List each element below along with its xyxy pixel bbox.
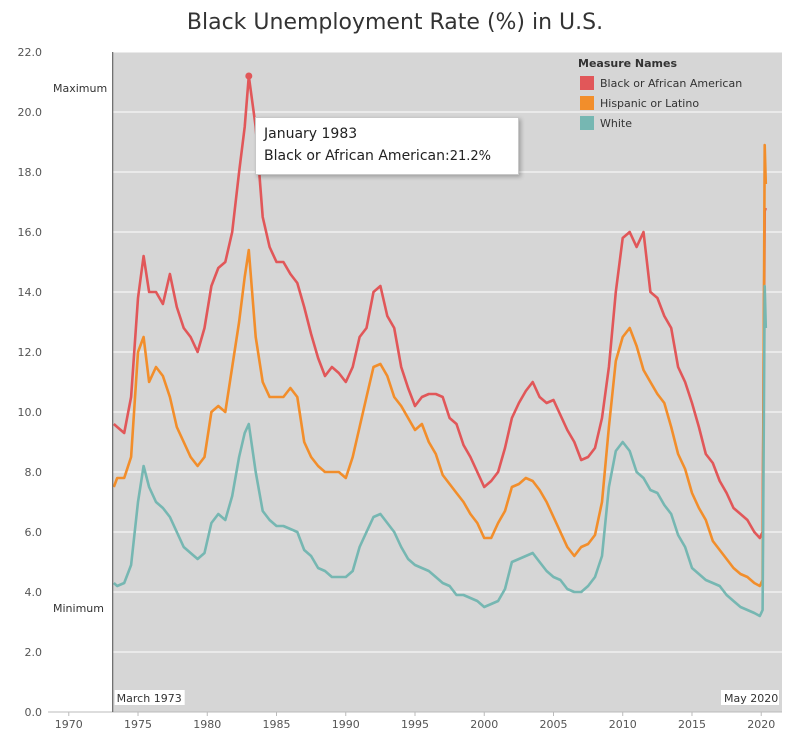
start-date-label: March 1973 — [117, 692, 182, 705]
x-tick-label: 2015 — [678, 718, 706, 731]
maximum-label: Maximum — [53, 82, 107, 95]
x-axis: 1970 1975 1980 1985 1990 1995 2000 2005 2010 2015… — [48, 711, 782, 731]
series-line-0[interactable] — [112, 74, 768, 540]
end-date-label: May 2020 — [724, 692, 778, 705]
legend-swatch-0[interactable] — [580, 76, 594, 90]
y-tick-label: 20.0 — [18, 106, 43, 119]
x-tick-label: 1980 — [193, 718, 221, 731]
y-tick-label: 16.0 — [18, 226, 43, 239]
legend-label-1[interactable]: Hispanic or Latino — [600, 97, 699, 110]
x-tick-label: 2000 — [470, 718, 498, 731]
tooltip-series-value: Black or African American:21.2% — [264, 148, 492, 164]
tooltip: January 1983 Black or African American:2… — [255, 117, 519, 175]
x-tick-label: 1970 — [55, 718, 83, 731]
legend: Measure Names Black or African American H… — [578, 57, 742, 130]
y-axis: 0.0 2.0 4.0 6.0 8.0 10.0 12.0 14.0 16.0 18.0 20.0 2… — [18, 46, 43, 719]
y-tick-label: 8.0 — [25, 466, 43, 479]
x-tick-label: 2010 — [609, 718, 637, 731]
start-date-label-bg — [114, 690, 185, 705]
reference-labels: Maximum Minimum March 1973 May 2020 — [50, 80, 779, 705]
series-lines — [112, 74, 768, 618]
minimum-label-bg — [50, 600, 108, 615]
y-tick-label: 10.0 — [18, 406, 43, 419]
legend-label-0[interactable]: Black or African American — [600, 77, 742, 90]
tooltip-value: 21.2% — [449, 149, 492, 164]
legend-swatch-1[interactable] — [580, 96, 594, 110]
y-tick-label: 22.0 — [18, 46, 43, 59]
y-tick-label: 18.0 — [18, 166, 43, 179]
minimum-label: Minimum — [53, 602, 104, 615]
x-tick-label: 1975 — [124, 718, 152, 731]
x-tick-label: 1985 — [263, 718, 291, 731]
gridlines — [48, 51, 782, 713]
series-line-2[interactable] — [112, 284, 768, 618]
highlighted-data-point[interactable] — [245, 72, 253, 80]
y-tick-label: 4.0 — [25, 586, 43, 599]
y-tick-label: 2.0 — [25, 646, 43, 659]
y-tick-label: 0.0 — [25, 706, 43, 719]
x-tick-label: 1995 — [401, 718, 429, 731]
chart-title: Black Unemployment Rate (%) in U.S. — [186, 10, 604, 35]
maximum-label-bg — [50, 80, 112, 95]
tooltip-series-name: Black or African American — [264, 148, 445, 164]
y-tick-label: 6.0 — [25, 526, 43, 539]
tooltip-date: January 1983 — [264, 126, 358, 142]
y-tick-label: 12.0 — [18, 346, 43, 359]
y-tick-label: 14.0 — [18, 286, 43, 299]
legend-swatch-2[interactable] — [580, 116, 594, 130]
x-tick-label: 2020 — [747, 718, 775, 731]
x-tick-label: 1990 — [332, 718, 360, 731]
legend-title: Measure Names — [578, 57, 677, 70]
series-line-1[interactable] — [112, 143, 768, 588]
x-tick-label: 2005 — [539, 718, 567, 731]
end-date-label-bg — [721, 690, 779, 705]
legend-label-2[interactable]: White — [600, 117, 632, 130]
